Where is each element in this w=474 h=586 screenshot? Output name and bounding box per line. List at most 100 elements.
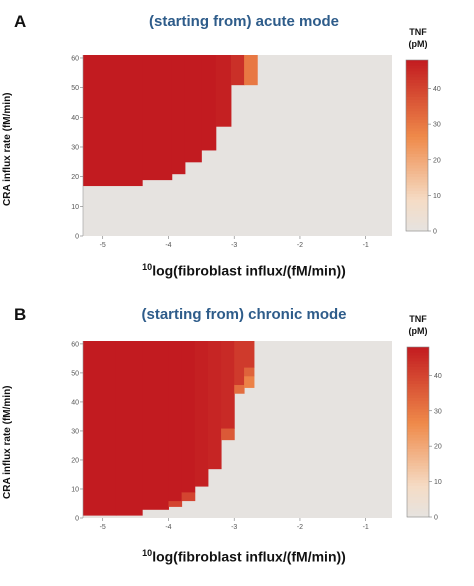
- colorbar-segment: [407, 400, 429, 405]
- colorbar-segment: [406, 222, 428, 226]
- colorbar-segment: [407, 440, 429, 444]
- colorbar-segment: [406, 85, 428, 89]
- y-tick-label: 60: [71, 55, 79, 62]
- colorbar-segment: [406, 60, 428, 64]
- colorbar-segment: [406, 111, 428, 115]
- colorbar-segment: [406, 102, 428, 106]
- heatmap-cell: [234, 384, 245, 394]
- colorbar-segment: [407, 378, 429, 382]
- y-tick-label: 40: [71, 115, 79, 122]
- y-tick-label: 0: [75, 234, 79, 241]
- heatmap-cell: [244, 367, 255, 377]
- colorbar-title-line1: TNF: [409, 314, 427, 324]
- colorbar-segment: [406, 216, 428, 220]
- x-axis-label: 10log(fibroblast influx/(fM/min)): [86, 548, 402, 565]
- colorbar-segment: [407, 423, 429, 427]
- colorbar-segment: [406, 208, 428, 212]
- colorbar-segment: [407, 381, 429, 385]
- colorbar-segment: [406, 128, 428, 132]
- colorbar-title-line2: (pM): [408, 39, 428, 49]
- colorbar-segment: [407, 463, 429, 467]
- colorbar-segment: [407, 403, 429, 407]
- colorbar-frame: [406, 346, 430, 518]
- colorbar-segment: [406, 188, 428, 192]
- colorbar-segment: [407, 361, 429, 365]
- x-tick-label: -1: [363, 242, 369, 249]
- heatmap-cell: [171, 55, 186, 175]
- colorbar-tick-label: 40: [434, 373, 442, 380]
- colorbar-segment: [406, 171, 428, 175]
- colorbar-segment: [406, 145, 428, 149]
- x-tick-label: -2: [297, 524, 303, 531]
- colorbar-segment: [406, 68, 428, 72]
- colorbar-segment: [406, 82, 428, 87]
- chart-title: (starting from) chronic mode: [141, 306, 347, 323]
- colorbar-segment: [407, 432, 429, 436]
- colorbar-segment: [407, 349, 429, 354]
- colorbar-segment: [407, 426, 429, 430]
- colorbar-segment: [407, 372, 429, 376]
- colorbar-segment: [407, 398, 429, 402]
- colorbar-segment: [407, 386, 429, 390]
- colorbar-segment: [406, 119, 428, 124]
- colorbar-segment: [406, 179, 428, 183]
- colorbar-tick-label: 10: [433, 193, 441, 200]
- colorbar-segment: [406, 136, 428, 141]
- colorbar-segment: [406, 205, 428, 209]
- heatmap-cell: [115, 341, 143, 516]
- colorbar-segment: [406, 193, 428, 198]
- x-tick-label: -1: [363, 524, 369, 531]
- colorbar-segment: [407, 485, 429, 490]
- x-tick-label: -3: [231, 524, 237, 531]
- colorbar-segment: [406, 142, 428, 146]
- x-tick-label: -4: [165, 524, 171, 531]
- heatmap-cell: [215, 55, 232, 127]
- colorbar-segment: [407, 451, 429, 456]
- colorbar-segment: [407, 454, 429, 458]
- colorbar-segment: [406, 228, 428, 232]
- colorbar-segment: [406, 191, 428, 195]
- colorbar-segment: [406, 199, 428, 203]
- colorbar-segment: [406, 219, 428, 223]
- colorbar-segment: [407, 412, 429, 416]
- heatmap-cell: [244, 375, 255, 388]
- colorbar-segment: [407, 364, 429, 368]
- colorbar-segment: [407, 468, 429, 473]
- colorbar-segment: [407, 508, 429, 512]
- y-tick-label: 40: [71, 399, 79, 406]
- colorbar-frame: [405, 59, 429, 232]
- colorbar-segment: [407, 466, 429, 470]
- colorbar-segment: [407, 437, 429, 441]
- panel-label: B: [14, 305, 27, 324]
- colorbar-segment: [407, 497, 429, 501]
- colorbar-segment: [407, 502, 429, 507]
- colorbar-segment: [407, 375, 429, 379]
- colorbar-segment: [406, 94, 428, 98]
- colorbar-segment: [406, 117, 428, 121]
- colorbar-segment: [406, 159, 428, 163]
- heatmap-cell: [201, 55, 217, 151]
- colorbar-segment: [406, 114, 428, 118]
- colorbar-segment: [406, 225, 428, 229]
- colorbar-segment: [407, 460, 429, 464]
- colorbar-segment: [407, 443, 429, 447]
- colorbar-segment: [406, 62, 428, 67]
- colorbar-segment: [407, 511, 429, 515]
- colorbar-segment: [406, 202, 428, 206]
- y-tick-label: 20: [71, 174, 79, 181]
- colorbar-segment: [406, 148, 428, 152]
- colorbar-segment: [407, 480, 429, 484]
- colorbar-segment: [407, 471, 429, 475]
- colorbar-segment: [406, 156, 428, 161]
- panel-label: A: [14, 12, 27, 31]
- colorbar-segment: [407, 392, 429, 396]
- heatmap-cell: [181, 341, 196, 493]
- panel-a: A (starting from) acute mode -5 -4 -3 -2 -1 0…: [2, 12, 441, 279]
- colorbar-tick-label: 20: [433, 157, 441, 164]
- colorbar-segment: [406, 134, 428, 138]
- colorbar-segment: [406, 105, 428, 109]
- y-tick-label: 60: [71, 341, 79, 348]
- colorbar-segment: [406, 91, 428, 95]
- colorbar-segment: [406, 151, 428, 155]
- colorbar-segment: [406, 154, 428, 158]
